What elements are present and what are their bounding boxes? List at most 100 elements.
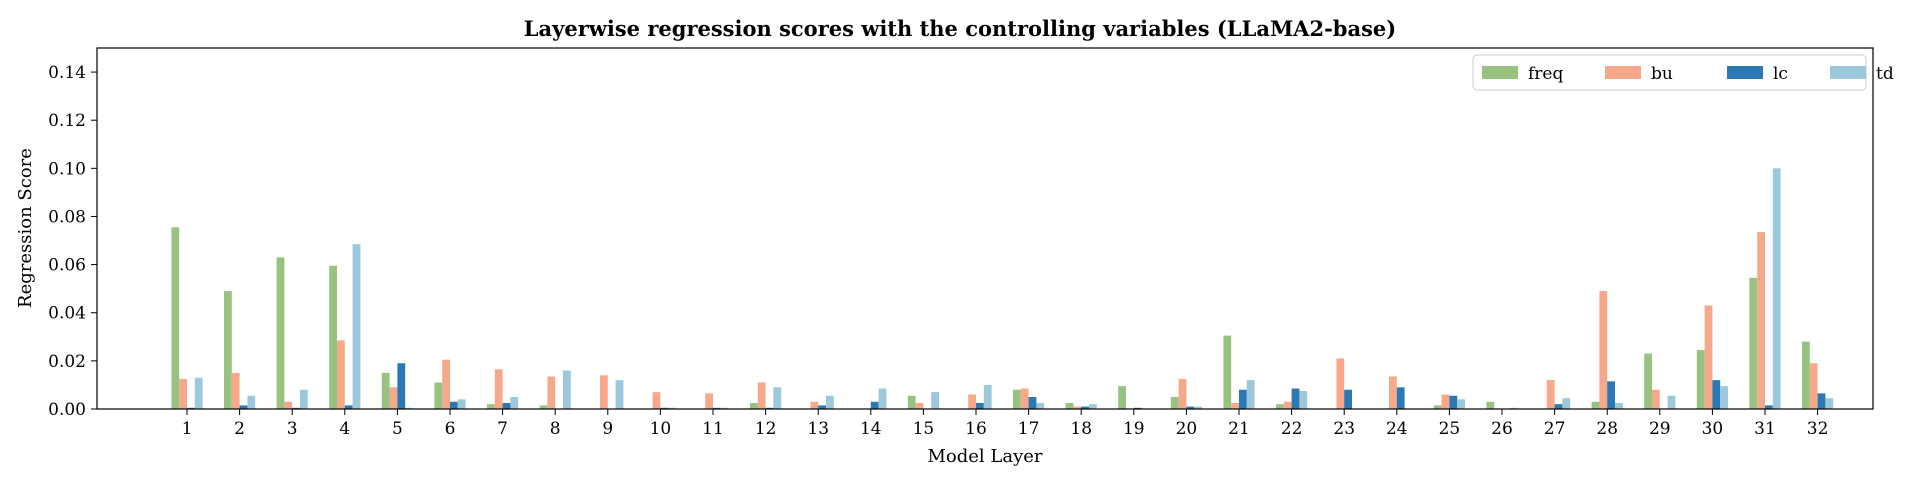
x-tick-label: 29 [1649,419,1671,439]
bar-bu-layer-32 [1809,363,1818,409]
bar-freq-layer-7 [487,404,495,409]
bar-bu-layer-8 [547,376,556,409]
legend-swatch-td [1830,66,1866,79]
bar-td-layer-3 [300,389,308,409]
bar-bu-layer-24 [1389,376,1397,409]
y-tick-label: 0.00 [48,400,86,420]
bar-bu-layer-2 [231,372,240,409]
x-tick-label: 2 [234,419,245,439]
bar-td-layer-18 [1089,404,1097,409]
x-tick-label: 19 [1123,419,1145,439]
bar-lc-layer-4 [344,405,353,409]
plot-frame [96,47,1874,410]
x-tick-label: 22 [1281,419,1303,439]
bar-lc-layer-25 [1449,395,1458,409]
x-tick-label: 27 [1544,419,1566,439]
bar-bu-layer-3 [284,401,293,409]
legend-label-bu: bu [1651,64,1673,84]
legend: freq bu lc td [1472,54,1894,91]
x-tick-label: 24 [1386,419,1408,439]
x-tick-label: 9 [602,419,613,439]
x-tick-label: 21 [1228,419,1250,439]
x-tick-label: 17 [1018,419,1040,439]
x-tick-label: 20 [1176,419,1198,439]
x-tick-label: 1 [182,419,193,439]
bar-td-layer-7 [510,396,519,409]
bar-bu-layer-7 [494,369,503,409]
x-axis: 1 2 3 4 5 6 7 8 9 10 11 12 13 14 15 16 17 18 19 20 21 22 23 24 2… [182,409,1829,439]
x-tick-label: 25 [1439,419,1461,439]
x-tick-label: 7 [497,419,508,439]
y-tick-label: 0.10 [48,159,86,179]
bar-freq-layer-20 [1170,396,1179,409]
bar-freq-layer-26 [1486,401,1495,409]
bar-td-layer-16 [983,384,992,409]
legend-label-td: td [1876,64,1894,84]
bar-freq-layer-28 [1591,401,1600,409]
bar-freq-layer-6 [434,382,443,409]
legend-swatch-bu [1605,66,1641,79]
bar-lc-layer-20 [1186,406,1195,409]
x-tick-label: 32 [1807,419,1829,439]
x-tick-label: 5 [392,419,403,439]
x-tick-label: 11 [702,419,724,439]
y-tick-label: 0.12 [48,111,86,131]
bar-td-layer-13 [826,395,834,409]
bar-bu-layer-5 [389,387,398,409]
bar-td-layer-8 [563,370,571,409]
x-tick-label: 16 [965,419,987,439]
bar-td-layer-22 [1299,390,1308,409]
bar-bu-layer-15 [915,402,924,409]
bar-freq-layer-31 [1749,277,1758,409]
bar-bu-layer-6 [442,359,450,409]
bar-freq-layer-21 [1223,335,1232,409]
bar-bu-layer-20 [1178,378,1187,409]
x-tick-label: 23 [1333,419,1355,439]
bars-group [171,168,1834,409]
bar-lc-layer-18 [1081,406,1089,409]
bar-td-layer-21 [1246,380,1255,409]
x-tick-label: 13 [807,419,829,439]
bar-freq-layer-29 [1644,353,1652,409]
bar-lc-layer-6 [450,401,458,409]
x-tick-label: 8 [550,419,561,439]
bar-bu-layer-11 [705,393,713,409]
y-tick-label: 0.02 [48,352,86,372]
bar-td-layer-15 [931,392,939,409]
x-tick-label: 31 [1754,419,1776,439]
bar-freq-layer-3 [276,257,285,409]
bar-lc-layer-28 [1607,381,1615,409]
bar-lc-layer-27 [1554,404,1563,409]
bar-bu-layer-16 [968,394,976,409]
x-tick-label: 4 [339,419,350,439]
bar-bu-layer-10 [652,392,661,409]
bar-freq-layer-8 [539,405,548,409]
bar-freq-layer-19 [1118,386,1126,409]
bar-bu-layer-18 [1073,406,1082,409]
x-axis-label: Model Layer [927,446,1042,467]
bar-td-layer-30 [1720,386,1728,409]
y-axis-label: Regression Score [15,148,36,308]
bar-td-layer-20 [1194,406,1202,409]
legend-swatch-freq [1482,66,1518,79]
bar-td-layer-17 [1036,402,1045,409]
bar-td-layer-9 [615,380,624,409]
bar-bu-layer-9 [600,375,608,409]
bar-bu-layer-28 [1599,291,1608,409]
bar-bu-layer-27 [1546,380,1555,409]
bar-lc-layer-2 [239,405,248,409]
bar-freq-layer-25 [1433,405,1442,409]
bar-lc-layer-16 [976,402,984,409]
bar-freq-layer-2 [224,291,232,409]
y-axis: 0.00 0.02 0.04 0.06 0.08 0.10 0.12 0.14 [48,63,97,420]
legend-label-freq: freq [1528,64,1563,84]
bar-freq-layer-15 [907,395,916,409]
legend-swatch-lc [1727,66,1763,79]
x-tick-label: 3 [287,419,298,439]
bar-lc-layer-24 [1396,387,1405,409]
bar-td-layer-25 [1457,399,1465,409]
bar-bu-layer-17 [1020,388,1029,409]
bar-bu-layer-29 [1652,389,1660,409]
legend-label-lc: lc [1773,64,1788,84]
bar-freq-layer-22 [1276,404,1284,409]
